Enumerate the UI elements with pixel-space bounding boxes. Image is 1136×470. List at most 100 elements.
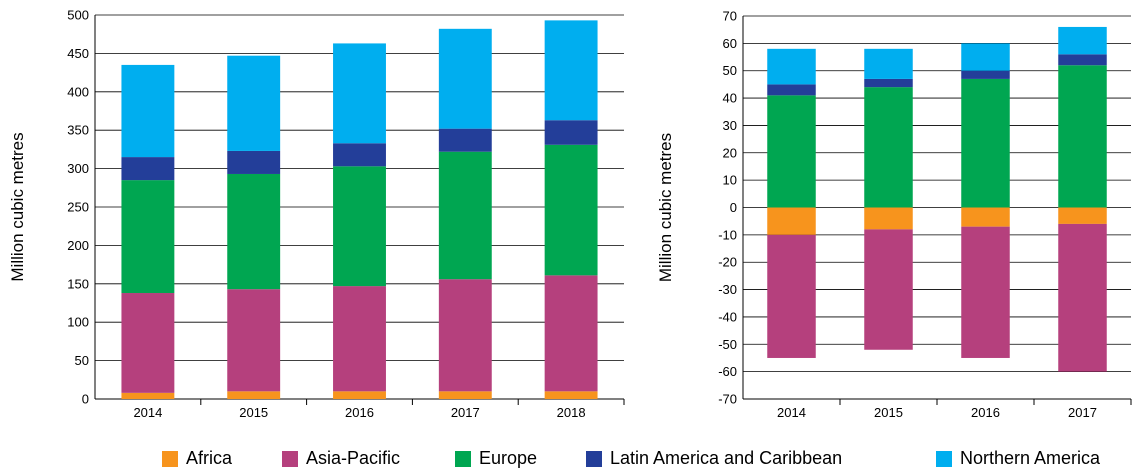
legend-swatch-europe xyxy=(455,450,471,467)
right-chart-y-tick-label: -40 xyxy=(718,309,737,324)
chart-right: 70 60 50 40 30 20 10 0 -10 -20 -30 -40 -50 -60 -70 2014… xyxy=(656,9,1132,420)
left-chart-y-tick-label: 300 xyxy=(67,161,89,176)
left-chart-y-tick-label: 400 xyxy=(67,84,89,99)
right-chart-y-tick-label: -50 xyxy=(718,337,737,352)
left-chart-y-tick-label: 150 xyxy=(67,276,89,291)
left-chart-bar-latin-america-and-caribbean-2017 xyxy=(438,128,492,152)
right-chart-bar-asia-pacific-2017 xyxy=(1058,223,1107,372)
left-chart-x-tick-label: 2018 xyxy=(557,405,586,420)
left-chart-bar-africa-2017 xyxy=(438,391,492,399)
right-chart-bar-europe-2015 xyxy=(864,87,913,208)
right-chart-bar-africa-2014 xyxy=(767,207,816,235)
legend-label-asia-pacific: Asia-Pacific xyxy=(306,448,401,468)
right-chart-y-axis-label: Million cubic metres xyxy=(656,133,675,282)
left-chart-bar-northern-america-2015 xyxy=(227,55,281,151)
right-chart-y-tick-label: 50 xyxy=(723,63,737,78)
legend-item-latin-america: Latin America and Caribbean xyxy=(586,448,842,469)
right-chart-bar-africa-2015 xyxy=(864,207,913,230)
legend-item-europe: Europe xyxy=(455,448,537,469)
left-chart-bar-africa-2015 xyxy=(227,391,281,399)
left-chart-bar-asia-pacific-2016 xyxy=(333,286,386,392)
left-chart-bar-africa-2018 xyxy=(544,391,598,399)
legend-swatch-latin-america xyxy=(586,450,602,467)
left-chart-bar-asia-pacific-2014 xyxy=(121,293,175,393)
left-chart-bar-northern-america-2017 xyxy=(438,28,492,129)
right-chart-x-tick-label: 2014 xyxy=(777,405,806,420)
left-chart-bar-europe-2016 xyxy=(333,166,386,287)
right-chart-y-tick-label: 70 xyxy=(723,9,737,24)
left-chart-bar-latin-america-and-caribbean-2015 xyxy=(227,150,281,174)
left-chart-bar-northern-america-2014 xyxy=(121,64,175,158)
right-chart-bar-asia-pacific-2014 xyxy=(767,234,816,358)
legend-item-asia-pacific: Asia-Pacific xyxy=(282,448,400,469)
legend-label-latin-america: Latin America and Caribbean xyxy=(610,448,843,468)
legend: Africa Asia-Pacific Europe Latin America… xyxy=(0,448,1136,470)
right-chart-y-tick-label: -10 xyxy=(718,227,737,242)
right-chart-bar-latin-america-and-caribbean-2014 xyxy=(767,84,816,96)
right-chart-y-tick-label: -20 xyxy=(718,255,737,270)
right-chart-y-tick-label: -30 xyxy=(718,282,737,297)
right-chart-y-tick-label: 10 xyxy=(723,173,737,188)
right-chart-y-tick-label: 20 xyxy=(723,145,737,160)
right-chart-y-tick-label: -70 xyxy=(718,392,737,407)
left-chart-bar-africa-2014 xyxy=(121,392,175,399)
left-chart-bar-latin-america-and-caribbean-2018 xyxy=(544,120,598,145)
legend-item-africa: Africa xyxy=(162,448,232,469)
left-chart-bar-europe-2015 xyxy=(227,173,281,290)
left-chart-y-tick-label: 350 xyxy=(67,123,89,138)
left-chart-bar-europe-2018 xyxy=(544,144,598,276)
right-chart-bar-latin-america-and-caribbean-2015 xyxy=(864,78,913,88)
right-chart-bar-asia-pacific-2016 xyxy=(961,226,1010,358)
left-chart-x-tick-label: 2014 xyxy=(133,405,162,420)
right-chart-y-tick-label: 60 xyxy=(723,36,737,51)
legend-label-africa: Africa xyxy=(186,448,233,468)
left-chart-y-tick-label: 200 xyxy=(67,238,89,253)
right-chart-y-tick-label: -60 xyxy=(718,364,737,379)
right-chart-bar-africa-2017 xyxy=(1058,207,1107,224)
left-chart-bar-asia-pacific-2018 xyxy=(544,275,598,392)
right-chart-y-tick-label: 30 xyxy=(723,118,737,133)
right-chart-bar-northern-america-2015 xyxy=(864,48,913,79)
right-chart-x-tick-label: 2015 xyxy=(874,405,903,420)
left-chart-bar-latin-america-and-caribbean-2016 xyxy=(333,143,386,167)
left-chart-bar-africa-2016 xyxy=(333,391,386,399)
right-chart-x-tick-label: 2017 xyxy=(1068,405,1097,420)
left-chart-bar-northern-america-2018 xyxy=(544,20,598,121)
legend-label-northern-america: Northern America xyxy=(960,448,1101,468)
left-chart-bar-asia-pacific-2017 xyxy=(438,279,492,392)
right-chart-bar-northern-america-2017 xyxy=(1058,26,1107,55)
right-chart-bar-africa-2016 xyxy=(961,207,1010,227)
right-chart-bar-northern-america-2014 xyxy=(767,48,816,85)
right-chart-bar-europe-2014 xyxy=(767,95,816,208)
left-chart-y-tick-label: 500 xyxy=(67,8,89,23)
left-chart-bar-northern-america-2016 xyxy=(333,43,386,144)
right-chart-bar-latin-america-and-caribbean-2016 xyxy=(961,70,1010,79)
right-chart-bar-asia-pacific-2015 xyxy=(864,229,913,350)
left-chart-y-tick-label: 0 xyxy=(82,392,89,407)
left-chart-x-tick-label: 2016 xyxy=(345,405,374,420)
right-chart-bar-northern-america-2016 xyxy=(961,43,1010,71)
left-chart-x-tick-label: 2017 xyxy=(451,405,480,420)
legend-swatch-northern-america xyxy=(936,450,952,467)
right-chart-x-tick-label: 2016 xyxy=(971,405,1000,420)
legend-label-europe: Europe xyxy=(479,448,538,468)
left-chart-bar-asia-pacific-2015 xyxy=(227,289,281,392)
left-chart-x-tick-label: 2015 xyxy=(239,405,268,420)
legend-swatch-asia-pacific xyxy=(282,450,298,467)
right-chart-bar-latin-america-and-caribbean-2017 xyxy=(1058,54,1107,66)
left-chart-bar-europe-2014 xyxy=(121,180,175,294)
left-chart-y-tick-label: 250 xyxy=(67,200,89,215)
right-chart-bar-europe-2017 xyxy=(1058,65,1107,208)
left-chart-y-tick-label: 50 xyxy=(75,353,89,368)
legend-swatch-africa xyxy=(162,450,178,467)
left-chart-y-tick-label: 100 xyxy=(67,315,89,330)
right-chart-bar-europe-2016 xyxy=(961,78,1010,208)
left-chart-bar-latin-america-and-caribbean-2014 xyxy=(121,157,175,181)
left-chart-bar-europe-2017 xyxy=(438,151,492,280)
right-chart-y-tick-label: 40 xyxy=(723,91,737,106)
left-chart-y-axis-label: Million cubic metres xyxy=(8,132,27,281)
right-chart-y-tick-label: 0 xyxy=(730,200,737,215)
left-chart-y-tick-label: 450 xyxy=(67,46,89,61)
